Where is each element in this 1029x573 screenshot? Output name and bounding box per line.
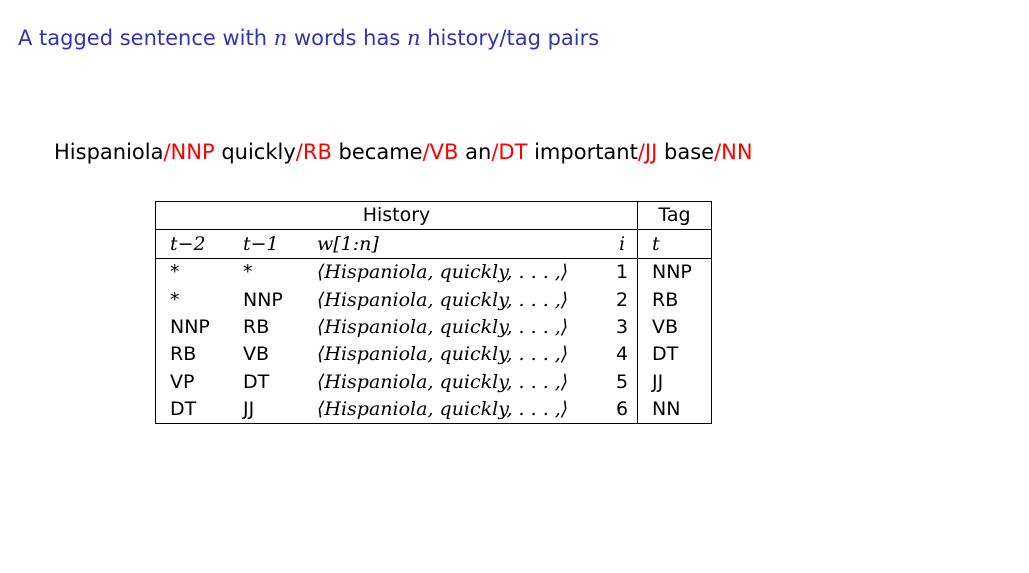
table-row: NNP RB ⟨Hispaniola, quickly, . . . ,⟩ 3 … [156,313,712,342]
sentence-tag: /NNP [163,140,215,164]
cell-tag: DT [637,341,712,369]
cell-tag: VB [637,313,712,342]
sentence-tag: /DT [491,140,528,164]
cell-words: ⟨Hispaniola, quickly, . . . ,⟩ [317,288,569,311]
sentence-tag: /JJ [637,140,658,164]
cell-words: ⟨Hispaniola, quickly, . . . ,⟩ [317,370,569,393]
cell-t-minus-1: NNP [243,288,283,311]
sentence-tag: /NN [714,140,753,164]
cell-words: ⟨Hispaniola, quickly, . . . ,⟩ [317,315,569,338]
cell-t-minus-2: NNP [170,315,210,338]
cell-index: 6 [615,398,629,421]
tagged-sentence: Hispaniola/NNP quickly/RB became/VB an/D… [54,140,753,164]
tag-header: Tag [637,201,712,230]
title-var-n-1: n [273,26,288,50]
sentence-tag: /RB [295,140,332,164]
subheader-t-minus-2: t−2 [155,229,243,259]
cell-tag: NNP [637,258,712,287]
slide-title: A tagged sentence with n words has n his… [18,26,599,50]
cell-index: 1 [615,261,629,284]
sentence-word: became [338,140,423,164]
cell-index: 2 [615,288,629,311]
cell-tag: NN [637,395,712,424]
cell-tag: RB [637,286,712,314]
title-var-n-2: n [406,26,421,50]
cell-t-minus-1: VB [243,343,270,366]
cell-t-minus-1: * [243,261,253,284]
sentence-word: quickly [221,140,296,164]
cell-t-minus-2: * [170,288,180,311]
table-row: * NNP ⟨Hispaniola, quickly, . . . ,⟩ 2 R… [156,286,712,314]
cell-words: ⟨Hispaniola, quickly, . . . ,⟩ [317,261,569,284]
cell-index: 4 [615,343,629,366]
table-row: * * ⟨Hispaniola, quickly, . . . ,⟩ 1 NNP [156,258,712,287]
subheader-index: i [607,229,638,259]
cell-words: ⟨Hispaniola, quickly, . . . ,⟩ [317,398,569,421]
title-text-2: words has [287,26,407,50]
table-row: VP DT ⟨Hispaniola, quickly, . . . ,⟩ 5 J… [156,368,712,396]
cell-index: 3 [615,315,629,338]
subheader-words: w[1:n] [317,229,607,259]
cell-t-minus-2: * [170,261,180,284]
table-row: DT JJ ⟨Hispaniola, quickly, . . . ,⟩ 6 N… [156,395,712,424]
table-header-row: History Tag [155,201,712,230]
sentence-word: important [534,140,638,164]
cell-t-minus-1: JJ [243,398,255,421]
cell-t-minus-2: VP [170,370,195,393]
subheader-tag: t [637,229,712,259]
cell-t-minus-1: DT [243,370,270,393]
cell-t-minus-2: DT [170,398,197,421]
cell-t-minus-2: RB [170,343,197,366]
sentence-word: an [465,140,492,164]
cell-t-minus-1: RB [243,315,270,338]
cell-index: 5 [615,370,629,393]
title-text-1: A tagged sentence with [18,26,274,50]
title-text-3: history/tag pairs [420,26,600,50]
subheader-t-minus-1: t−1 [243,229,317,259]
cell-tag: JJ [637,368,712,396]
sentence-word: base [664,140,715,164]
table-subheader-row: t−2 t−1 w[1:n] i t [155,229,712,259]
sentence-tag: /VB [422,140,459,164]
history-header: History [155,201,638,230]
table-row: RB VB ⟨Hispaniola, quickly, . . . ,⟩ 4 D… [156,341,712,369]
cell-words: ⟨Hispaniola, quickly, . . . ,⟩ [317,343,569,366]
history-tag-table: History Tag t−2 t−1 w[1:n] i t * * ⟨Hisp… [155,201,712,425]
sentence-word: Hispaniola [54,140,164,164]
